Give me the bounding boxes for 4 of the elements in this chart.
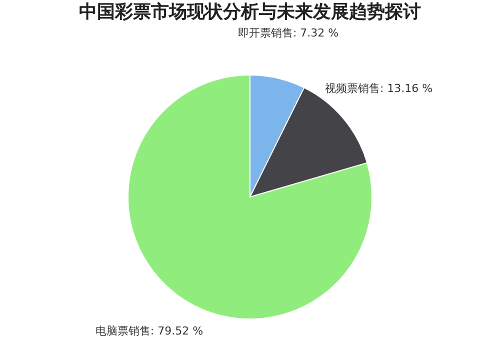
chart-title: 中国彩票市场现状分析与未来发展趋势探讨 <box>79 1 421 22</box>
slice-label: 电脑票销售: 79.52 % <box>95 324 204 338</box>
slice-label: 视频票销售: 13.16 % <box>324 82 433 96</box>
slice-label: 即开票销售: 7.32 % <box>238 26 339 40</box>
